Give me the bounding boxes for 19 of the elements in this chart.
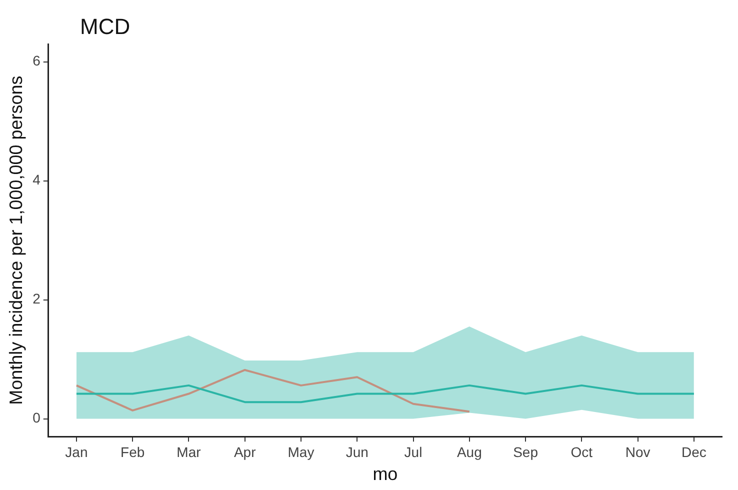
x-tick-label: Mar	[176, 444, 202, 460]
x-tick-label: Apr	[234, 444, 256, 460]
y-tick-label: 6	[32, 52, 41, 69]
y-tick-label: 0	[32, 410, 41, 426]
x-tick-label: May	[288, 444, 314, 460]
x-tick-label: Nov	[625, 444, 650, 460]
x-tick-label: Sep	[513, 444, 538, 460]
y-axis-title: Monthly incidence per 1,000,000 persons	[6, 76, 26, 405]
x-tick-label: Dec	[681, 444, 706, 460]
x-tick-label: Jan	[65, 444, 88, 460]
x-tick-label: Oct	[570, 444, 593, 460]
y-tick-label: 2	[32, 290, 41, 307]
x-tick-label: Jul	[404, 444, 422, 460]
x-tick-label: Aug	[456, 444, 482, 460]
x-axis-title: mo	[372, 464, 398, 484]
x-tick-label: Feb	[120, 444, 145, 460]
x-tick-label: Jun	[346, 444, 368, 460]
y-tick-label: 4	[32, 172, 41, 188]
chart-title: MCD	[80, 14, 130, 40]
